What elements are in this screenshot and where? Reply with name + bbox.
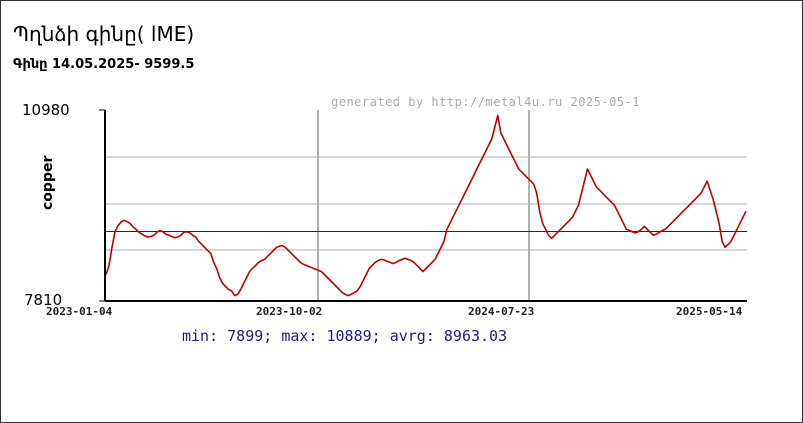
chart-watermark: generated by http://metal4u.ru 2025-05-1 xyxy=(331,95,640,109)
axes xyxy=(99,109,747,302)
grid xyxy=(105,110,747,301)
x-tick-label: 2023-01-04 xyxy=(46,305,113,318)
y-tick-max: 10980 xyxy=(22,101,70,119)
stats-summary: min: 7899; max: 10889; avrg: 8963.03 xyxy=(182,327,508,345)
page-title: Պղնձի գինը( lME) xyxy=(13,22,195,46)
series-line-copper xyxy=(105,114,747,297)
x-tick-label: 2025-05-14 xyxy=(676,305,743,318)
x-tick-label: 2023-10-02 xyxy=(256,305,323,318)
y-tick-min: 7810 xyxy=(24,291,63,309)
price-subtitle: Գինը 14.05.2025- 9599.5 xyxy=(13,57,195,72)
x-tick-label: 2024-07-23 xyxy=(468,305,535,318)
